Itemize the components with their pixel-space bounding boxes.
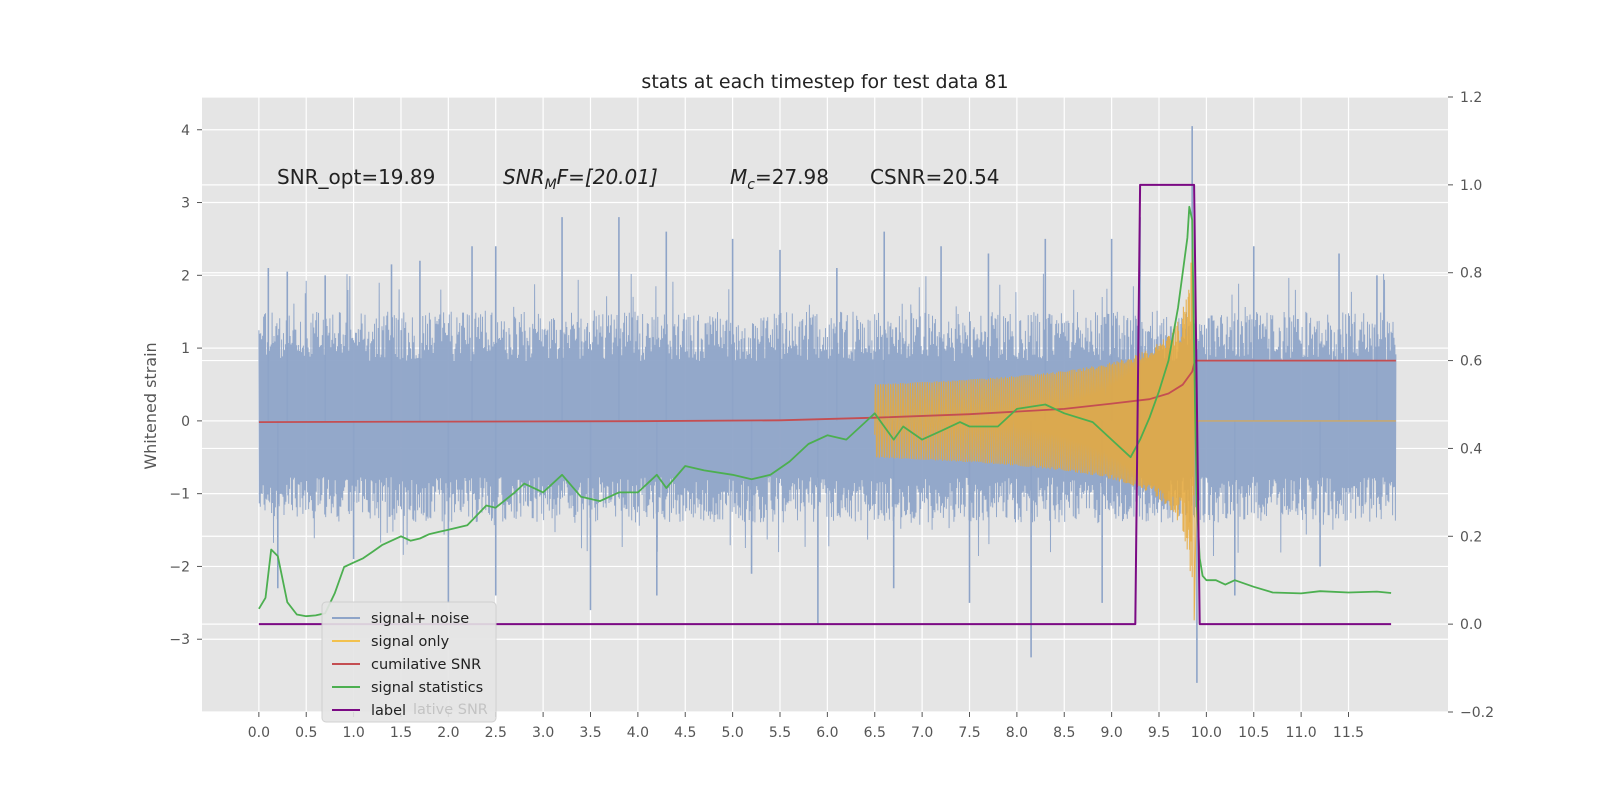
chart-title: stats at each timestep for test data 81 <box>641 71 1008 93</box>
x-tick-label: 4.0 <box>627 725 649 741</box>
x-tick-label: 8.0 <box>1006 725 1028 741</box>
y2-tick-label: −0.2 <box>1460 705 1494 721</box>
y2-tick-label: 0.6 <box>1460 354 1482 370</box>
legend-box <box>321 601 497 723</box>
y-tick-label: 3 <box>181 196 190 212</box>
x-tick-label: 3.5 <box>579 725 601 741</box>
x-axis: 0.0 0.5 1.0 1.5 2.0 2.5 3.0 3.5 4.0 4.5 5.0 5.5 6.0 6… <box>248 712 1364 741</box>
x-tick-label: 10.0 <box>1191 725 1222 741</box>
series-signal-statistics <box>258 205 1392 618</box>
y-tick-label: 0 <box>181 414 190 430</box>
y-tick-label: −2 <box>169 559 190 575</box>
legend-label: signal statistics <box>371 680 483 696</box>
y-tick-label: −1 <box>169 487 190 503</box>
x-tick-label: 1.0 <box>342 725 364 741</box>
x-tick-label: 8.5 <box>1053 725 1075 741</box>
series-label <box>258 183 1392 626</box>
annotation-text: SNRMF=[20.01] <box>503 165 658 193</box>
y2-tick-label: 0.8 <box>1460 266 1482 282</box>
x-tick-label: 1.5 <box>390 725 412 741</box>
annotation-subscript: c <box>747 177 755 193</box>
x-tick-label: 10.5 <box>1238 725 1269 741</box>
y-tick-label: −3 <box>169 632 190 648</box>
series-layer <box>258 126 1397 683</box>
x-tick-label: 0.0 <box>248 725 270 741</box>
signal-only-line <box>874 249 1396 621</box>
x-tick-label: 7.5 <box>958 725 980 741</box>
x-tick-label: 2.5 <box>485 725 507 741</box>
annotation-main: SNR_opt=19.89 <box>277 165 435 189</box>
y2-tick-label: 1.0 <box>1460 178 1482 194</box>
y2-tick-label: 1.2 <box>1460 90 1482 106</box>
y-tick-label: 2 <box>181 268 190 284</box>
annotation-suffix: F=[20.01] <box>557 165 658 189</box>
annotation-subscript: M <box>545 177 557 193</box>
legend-label: label <box>371 703 406 719</box>
x-tick-label: 9.5 <box>1148 725 1170 741</box>
annotation-main: M <box>730 165 747 189</box>
annotations: SNR_opt=19.89 SNRMF=[20.01] Mc=27.98 CSNR=2… <box>277 165 1000 193</box>
x-tick-label: 3.0 <box>532 725 554 741</box>
annotation-text: CSNR=20.54 <box>870 165 1000 189</box>
signal-noise-line <box>258 273 1397 557</box>
legend-label: cumilative SNR <box>371 657 481 673</box>
x-tick-label: 5.5 <box>769 725 791 741</box>
x-tick-label: 0.5 <box>295 725 317 741</box>
y-tick-label: 1 <box>181 341 190 357</box>
x-tick-label: 4.5 <box>674 725 696 741</box>
legend-label: signal only <box>371 634 450 650</box>
x-tick-label: 11.0 <box>1286 725 1317 741</box>
annotation-text: SNR_opt=19.89 <box>277 165 435 189</box>
x-tick-label: 11.5 <box>1333 725 1364 741</box>
y-tick-label: 4 <box>181 123 190 139</box>
x-tick-label: 6.0 <box>816 725 838 741</box>
x-tick-label: 7.0 <box>911 725 933 741</box>
legend: lative SNR signal+ noise signal only cumila… <box>321 601 497 723</box>
series-signal-only <box>874 249 1396 621</box>
annotation-main: CSNR=20.54 <box>870 165 1000 189</box>
x-tick-label: 9.0 <box>1100 725 1122 741</box>
y2-tick-label: 0.0 <box>1460 617 1482 633</box>
y-axis-left: −3 −2 −1 0 1 2 3 4 <box>169 123 202 648</box>
annotation-text: Mc=27.98 <box>730 165 829 193</box>
annotation-suffix: =27.98 <box>755 165 829 189</box>
x-tick-label: 5.0 <box>721 725 743 741</box>
y2-tick-label: 0.2 <box>1460 529 1482 545</box>
y-axis-right: −0.2 0.0 0.2 0.4 0.6 0.8 1.0 1.2 <box>1448 90 1494 721</box>
legend-label: signal+ noise <box>371 611 469 627</box>
x-tick-label: 6.5 <box>864 725 886 741</box>
legend-overlap-text: lative SNR <box>413 702 488 718</box>
y2-tick-label: 0.4 <box>1460 441 1482 457</box>
annotation-main: SNR <box>503 165 545 189</box>
y-axis-label: Whitened strain <box>141 342 160 469</box>
x-tick-label: 2.0 <box>437 725 459 741</box>
